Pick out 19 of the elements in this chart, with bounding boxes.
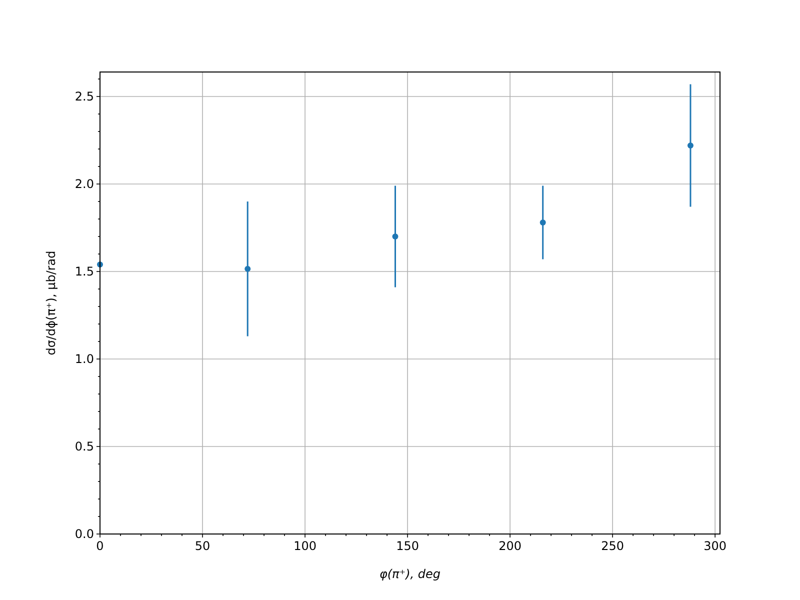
- x-tick-label: 200: [498, 539, 522, 553]
- y-tick-label: 1.0: [74, 352, 94, 366]
- point: [392, 234, 398, 240]
- y-tick-label: 2.0: [74, 177, 94, 192]
- y-tick-label: 0.5: [74, 440, 94, 454]
- y-axis-title: dσ/dϕ(π⁺), μb/rad: [44, 250, 58, 356]
- x-tick-label: 250: [601, 539, 624, 553]
- x-tick-label: 50: [194, 539, 210, 553]
- y-tick-label: 0.0: [74, 527, 94, 542]
- x-tick-label: 300: [704, 539, 727, 553]
- point: [687, 142, 694, 148]
- y-tick-label: 2.5: [74, 90, 94, 104]
- x-tick-label: 150: [396, 539, 419, 553]
- x-tick-label: 0: [96, 539, 104, 553]
- point: [244, 266, 251, 272]
- y-tick-label: 1.5: [74, 264, 94, 279]
- x-tick-label: 100: [294, 539, 316, 553]
- point: [540, 220, 546, 226]
- x-axis-title: φ(π⁺), deg: [379, 567, 441, 581]
